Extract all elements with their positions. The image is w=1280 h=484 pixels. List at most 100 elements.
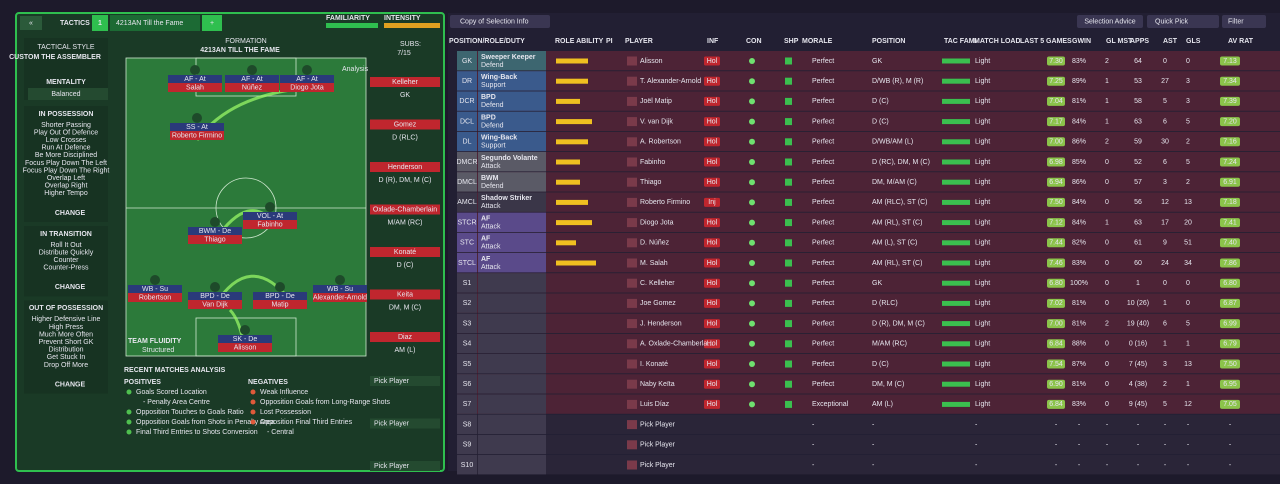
match-load: - — [975, 462, 978, 469]
intensity-bar — [384, 23, 440, 28]
instruction: Much More Often — [39, 331, 93, 338]
inf-label: Hol — [707, 159, 718, 166]
bullet — [250, 399, 256, 405]
player-position: D (R), DM, M (C) — [872, 320, 925, 327]
table-row — [457, 414, 1280, 434]
sharpness-icon — [785, 360, 792, 368]
slot-position: S2 — [463, 300, 472, 307]
position-cell — [457, 51, 477, 71]
morale: Perfect — [812, 58, 834, 65]
bench-position: D (C) — [397, 262, 414, 269]
advice-button[interactable] — [1077, 15, 1143, 28]
mentality-select[interactable] — [28, 88, 108, 100]
add-button[interactable] — [202, 15, 222, 31]
mentality-value: Balanced — [51, 91, 80, 98]
inf-badge — [704, 238, 720, 248]
player-position: D (C) — [872, 118, 889, 125]
player-role: VOL - At — [257, 213, 283, 220]
slot-badge[interactable] — [92, 15, 108, 31]
fluidity-label: TEAM FLUIDITY — [128, 338, 182, 345]
morale: - — [812, 421, 815, 428]
player-name: Joël Matip — [640, 98, 672, 105]
player-position: DM, M (C) — [872, 381, 904, 388]
condition-icon — [749, 280, 755, 287]
appearances: 61 — [1134, 240, 1142, 247]
role-name: Shadow Striker — [481, 195, 532, 202]
last5-rating: 7.00 — [1049, 139, 1063, 146]
analysis-item: Goals Scored Location — [136, 389, 207, 396]
bench-name-tag — [370, 332, 440, 342]
tac-fami-bar — [942, 119, 970, 125]
player-token — [302, 65, 312, 75]
role-cell — [478, 253, 546, 273]
table-row — [457, 333, 1280, 354]
av-rat-pill — [1220, 379, 1240, 389]
rating-pill — [1047, 56, 1065, 66]
instruction: Focus Play Down The Left — [25, 160, 107, 167]
av-rat-pill — [1220, 96, 1240, 106]
goal-mistakes: 0 — [1105, 300, 1109, 307]
goals: - — [1187, 462, 1190, 469]
inf-badge — [704, 96, 720, 106]
morale: Perfect — [812, 78, 834, 85]
view-select[interactable] — [450, 15, 550, 28]
player-position: AM (RL), ST (C) — [872, 260, 922, 267]
role-cell — [478, 434, 546, 455]
appearances: 9 (45) — [1129, 401, 1147, 408]
instruction: Overlap Right — [45, 183, 88, 190]
instruction: Counter-Press — [43, 265, 89, 272]
role-cell — [478, 51, 546, 71]
back-button[interactable] — [20, 16, 42, 30]
section-title: IN POSSESSION — [39, 111, 94, 118]
assists: 2 — [1163, 381, 1167, 388]
goal-mistakes: - — [1106, 462, 1109, 469]
role-tag — [128, 285, 182, 293]
match-load: Light — [975, 118, 990, 125]
slot-position: STCR — [457, 219, 476, 226]
pick-select[interactable] — [370, 376, 440, 386]
goal-mistakes: 2 — [1105, 320, 1109, 327]
role-cell — [478, 172, 546, 192]
player-role: WB - Su — [142, 286, 168, 293]
bullet — [250, 389, 256, 395]
average-rating: 6.99 — [1223, 320, 1237, 327]
assists: 5 — [1163, 98, 1167, 105]
player-name: Núñez — [242, 84, 263, 91]
condition-icon — [749, 340, 755, 347]
average-rating: 7.40 — [1223, 240, 1237, 247]
sharpness-icon — [785, 97, 792, 105]
player-name: Diogo Jota — [290, 84, 324, 91]
av-rat-pill — [1220, 399, 1240, 409]
inf-label: Hol — [707, 401, 718, 408]
role-tag — [188, 227, 242, 235]
gwin: 86% — [1072, 139, 1086, 146]
quick-pick-button[interactable] — [1147, 15, 1219, 28]
rating-pill — [1047, 258, 1065, 268]
bench-name: Konaté — [394, 249, 416, 256]
last5-rating: 7.00 — [1049, 320, 1063, 327]
name-tag — [188, 300, 242, 309]
average-rating: 6.91 — [1223, 179, 1237, 186]
last5-rating: 6.84 — [1049, 341, 1063, 348]
player-name: Joe Gomez — [640, 300, 676, 307]
pick-select[interactable] — [370, 461, 440, 471]
player-position: D/WB (R), M (R) — [872, 78, 923, 85]
goals: 3 — [1186, 78, 1190, 85]
role-tag — [170, 123, 224, 131]
filter-button[interactable] — [1222, 15, 1266, 28]
pick-select[interactable] — [370, 418, 440, 429]
player-icon — [627, 137, 637, 147]
assists: 17 — [1161, 219, 1169, 226]
role-tag — [313, 285, 367, 293]
column-header: APPS — [1130, 38, 1149, 45]
player-name: Pick Player — [640, 421, 676, 428]
goal-mistakes: 0 — [1105, 199, 1109, 206]
position-cell — [457, 455, 477, 475]
instruction: Low Crosses — [46, 137, 87, 144]
positives-title: POSITIVES — [124, 379, 161, 386]
tactic-select[interactable] — [110, 15, 200, 31]
last5-rating: - — [1055, 462, 1058, 469]
tac-fami-bar — [942, 159, 970, 165]
bullet — [126, 419, 132, 425]
